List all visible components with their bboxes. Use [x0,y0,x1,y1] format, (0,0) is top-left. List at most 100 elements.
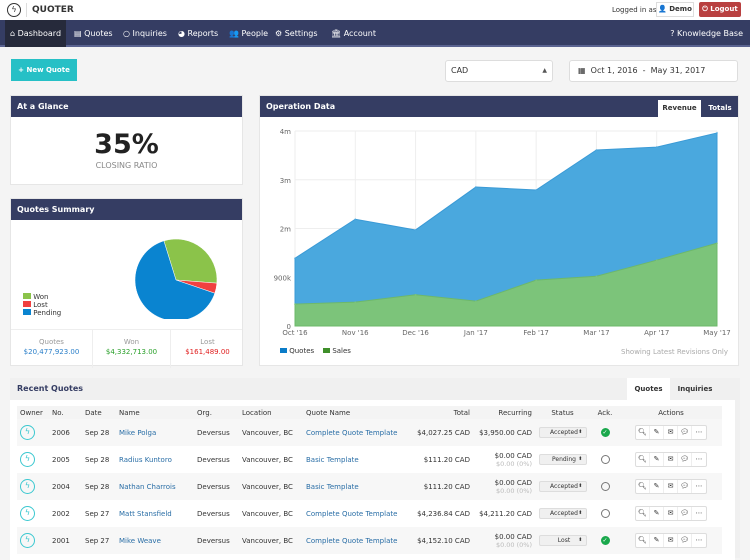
more-icon[interactable]: ⋯ [695,509,703,517]
nav-reports[interactable]: ◕ Reports [173,20,223,47]
status-select[interactable]: Accepted [538,481,587,492]
envelope-icon[interactable]: ✉ [664,534,678,547]
new-quote-button[interactable]: + New Quote [11,59,77,81]
column-header[interactable]: Actions [620,406,722,419]
location: Vancouver, BC [239,473,303,500]
comment-icon[interactable]: 💬︎ [678,453,692,466]
closing-ratio-label: CLOSING RATIO [95,161,158,170]
contact-link[interactable]: Mike Polga [119,428,157,437]
table-row[interactable]: ϟ 2004 Sep 28 Nathan Charrois Deversus V… [17,473,722,500]
column-header[interactable]: Location [239,406,303,419]
column-header[interactable]: Ack. [590,406,620,419]
quote-name-link[interactable]: Basic Template [306,455,359,464]
status-select[interactable]: Lost [538,535,587,546]
pencil-icon[interactable]: ✎ [650,480,664,493]
nav-settings[interactable]: ⚙ Settings [270,20,323,47]
owner-avatar-icon[interactable]: ϟ [20,425,35,440]
date-range-picker[interactable]: ▦ Oct 1, 2016 - May 31, 2017 [569,60,738,82]
column-header[interactable]: Owner [17,406,49,419]
envelope-icon[interactable]: ✉ [664,426,678,439]
nav-knowledge-base[interactable]: ? Knowledge Base [665,20,748,47]
comment-icon[interactable]: 💬︎ [678,480,692,493]
table-row[interactable]: ϟ 2006 Sep 28 Mike Polga Deversus Vancou… [17,419,722,446]
more-icon[interactable]: ⋯ [695,536,703,544]
contact-link[interactable]: Radius Kuntoro [119,455,172,464]
check-circle-icon[interactable]: ✓ [600,536,610,545]
tab-revenue[interactable]: Revenue [658,100,701,117]
nav-dashboard[interactable]: ⌂ Dashboard [5,20,67,47]
more-icon[interactable]: ⋯ [695,455,703,463]
quote-name-link[interactable]: Complete Quote Template [306,536,398,545]
column-header[interactable]: Date [82,406,116,419]
y-tick-label: 900k [274,274,292,282]
column-header[interactable]: Quote Name [303,406,413,419]
check-circle-icon[interactable]: ✓ [600,428,610,437]
search-icon[interactable]: 🔍︎ [636,507,650,520]
closing-ratio-value: 35% [94,129,159,160]
legend-sales[interactable]: Sales [323,347,351,355]
panel-title: Operation Data [260,96,738,117]
tab-inquiries[interactable]: Inquiries [677,385,713,393]
pencil-icon[interactable]: ✎ [650,453,664,466]
pencil-icon[interactable]: ✎ [650,534,664,547]
nav-inquiries[interactable]: ○ Inquiries [118,20,172,47]
comment-icon[interactable]: 💬︎ [678,507,692,520]
search-icon[interactable]: 🔍︎ [636,534,650,547]
quote-date: Sep 27 [82,527,116,554]
quote-name-link[interactable]: Complete Quote Template [306,509,398,518]
pencil-icon[interactable]: ✎ [650,426,664,439]
empty-circle-icon[interactable] [600,509,610,518]
comment-icon[interactable]: 💬︎ [678,426,692,439]
status-select[interactable]: Pending [538,454,587,465]
owner-avatar-icon[interactable]: ϟ [20,452,35,467]
tab-totals[interactable]: Totals [708,104,732,112]
currency-select[interactable]: CAD ▲ [445,60,553,82]
column-header[interactable]: Org. [194,406,239,419]
total: $111.20 CAD [413,473,473,500]
table-row[interactable]: ϟ 2001 Sep 27 Mike Weave Deversus Vancou… [17,527,722,554]
date-end: May 31, 2017 [650,66,706,75]
column-header[interactable]: Status [535,406,590,419]
column-header[interactable]: Total [413,406,473,419]
nav-quotes[interactable]: ▤ Quotes [69,20,118,47]
empty-circle-icon[interactable] [600,455,610,464]
owner-avatar-icon[interactable]: ϟ [20,506,35,521]
legend-quotes[interactable]: Quotes [280,347,314,355]
envelope-icon[interactable]: ✉ [664,453,678,466]
owner-avatar-icon[interactable]: ϟ [20,533,35,548]
stat-quotes: Quotes $20,477,923.00 [11,330,93,368]
status-select[interactable]: Accepted [538,508,587,519]
pie-slice-pending[interactable] [134,240,216,319]
contact-link[interactable]: Matt Stansfield [119,509,172,518]
user-button[interactable]: 👤 Demo [656,2,694,17]
nav-account[interactable]: 🏛 Account [326,20,381,47]
owner-avatar-icon[interactable]: ϟ [20,479,35,494]
column-header[interactable]: Recurring [473,406,535,419]
comment-icon[interactable]: 💬︎ [678,534,692,547]
more-icon[interactable]: ⋯ [695,482,703,490]
search-icon[interactable]: 🔍︎ [636,426,650,439]
envelope-icon[interactable]: ✉ [664,507,678,520]
tab-quotes[interactable]: Quotes [627,378,670,400]
status-select[interactable]: Accepted [538,427,587,438]
table-row[interactable]: ϟ 2005 Sep 28 Radius Kuntoro Deversus Va… [17,446,722,473]
search-icon[interactable]: 🔍︎ [636,480,650,493]
more-icon[interactable]: ⋯ [695,428,703,436]
pie-slice-won[interactable] [163,238,218,284]
nav-people[interactable]: 👥 People [224,20,273,47]
quoter-logo-icon[interactable]: ϟ [7,3,21,17]
empty-circle-icon[interactable] [600,482,610,491]
pencil-icon[interactable]: ✎ [650,507,664,520]
contact-link[interactable]: Nathan Charrois [119,482,176,491]
quote-name-link[interactable]: Complete Quote Template [306,428,398,437]
logout-button[interactable]: ⏻ Logout [699,2,741,17]
quote-name-link[interactable]: Basic Template [306,482,359,491]
search-icon[interactable]: 🔍︎ [636,453,650,466]
contact-link[interactable]: Mike Weave [119,536,161,545]
total: $4,236.84 CAD [417,509,470,518]
column-header[interactable]: Name [116,406,194,419]
recurring: $0.00 CAD $0.00 (0%) [473,527,535,554]
envelope-icon[interactable]: ✉ [664,480,678,493]
column-header[interactable]: No. [49,406,82,419]
table-row[interactable]: ϟ 2002 Sep 27 Matt Stansfield Deversus V… [17,500,722,527]
